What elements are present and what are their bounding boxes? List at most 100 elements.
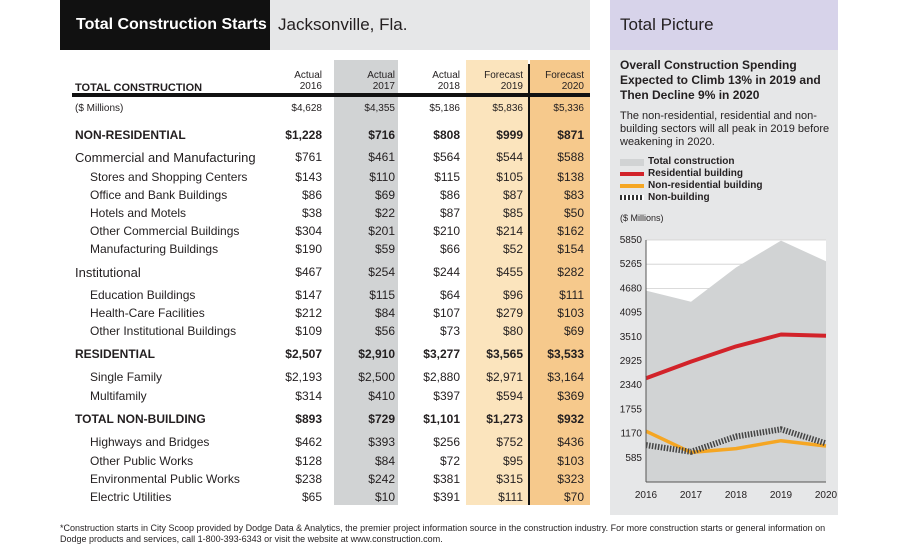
cell-value: $69	[374, 188, 395, 202]
cell-value: $761	[295, 150, 322, 164]
x-tick-label: 2016	[635, 490, 658, 501]
total-picture-panel: Total Picture Overall Construction Spend…	[610, 0, 838, 515]
table-row: Other Commercial Buildings $304 $201 $210 $2…	[60, 224, 590, 240]
cell-value: $279	[496, 306, 523, 320]
table-row: ($ Millions) $4,628 $4,355 $5,186 $5,836 $5,3…	[60, 103, 590, 119]
column-header-type: Actual	[367, 70, 395, 81]
cell-value: $254	[368, 265, 395, 279]
row-label: TOTAL NON-BUILDING	[75, 412, 206, 426]
cell-value: $5,336	[553, 103, 584, 114]
column-header-year: 2019	[500, 81, 523, 92]
y-tick-label: 2340	[620, 380, 643, 391]
city-name: Jacksonville, Fla.	[278, 15, 408, 34]
cell-value: $594	[496, 389, 523, 403]
cell-value: $65	[301, 490, 322, 504]
table-row: RESIDENTIAL $2,507 $2,910 $3,277 $3,565 $3,53…	[60, 347, 590, 363]
column-header-2020: Forecast 2020	[524, 70, 584, 92]
cell-value: $210	[433, 224, 460, 238]
cell-value: $381	[433, 472, 460, 486]
legend-swatch	[620, 195, 644, 200]
legend-swatch	[620, 172, 644, 176]
table-row: Other Public Works $128 $84 $72 $95 $103	[60, 454, 590, 470]
line-non-residential-building	[645, 429, 827, 455]
cell-value: $256	[433, 435, 460, 449]
table-row: TOTAL NON-BUILDING $893 $729 $1,101 $1,273 $9…	[60, 412, 590, 428]
cell-value: $50	[563, 206, 584, 220]
column-header-2019: Forecast 2019	[463, 70, 523, 92]
table-row: Other Institutional Buildings $109 $56 $73 $…	[60, 324, 590, 340]
table-row: Commercial and Manufacturing $761 $461 $564…	[60, 150, 590, 166]
table-title-bar: Total Construction Starts Jacksonville, …	[60, 0, 590, 50]
cell-value: $3,533	[547, 347, 584, 361]
cell-value: $84	[374, 306, 395, 320]
cell-value: $109	[295, 324, 322, 338]
row-label: Environmental Public Works	[90, 472, 240, 486]
cell-value: $66	[439, 242, 460, 256]
cell-value: $105	[496, 170, 523, 184]
cell-value: $455	[496, 265, 523, 279]
total-construction-header: TOTAL CONSTRUCTION	[75, 82, 203, 94]
cell-value: $84	[374, 454, 395, 468]
table-row: Electric Utilities $65 $10 $391 $111 $70	[60, 490, 590, 506]
row-label: Stores and Shopping Centers	[90, 170, 248, 184]
cell-value: $5,836	[492, 103, 523, 114]
cell-value: $212	[295, 306, 322, 320]
x-tick-label: 2019	[770, 490, 793, 501]
y-tick-label: 1755	[620, 404, 643, 415]
cell-value: $393	[368, 435, 395, 449]
line-residential-building	[645, 332, 827, 381]
legend-label: Residential building	[648, 168, 744, 179]
area-total-construction	[646, 240, 826, 482]
row-label: Office and Bank Buildings	[90, 188, 228, 202]
cell-value: $369	[557, 389, 584, 403]
column-header-type: Actual	[432, 70, 460, 81]
cell-value: $107	[433, 306, 460, 320]
cell-value: $410	[368, 389, 395, 403]
cell-value: $2,910	[358, 347, 395, 361]
cell-value: $147	[295, 288, 322, 302]
cell-value: $143	[295, 170, 322, 184]
row-label: Single Family	[90, 370, 163, 384]
cell-value: $588	[557, 150, 584, 164]
cell-value: $87	[439, 206, 460, 220]
cell-value: $397	[433, 389, 460, 403]
cell-value: $115	[369, 288, 395, 302]
cell-value: $4,355	[364, 103, 395, 114]
cell-value: $282	[557, 265, 584, 279]
footer-note: *Construction starts in City Scoop provi…	[60, 523, 826, 544]
y-tick-label: 3510	[620, 332, 643, 343]
cell-value: $893	[295, 412, 322, 426]
column-header-year: 2018	[437, 81, 460, 92]
table-row: NON-RESIDENTIAL $1,228 $716 $808 $999 $871	[60, 128, 590, 144]
row-label: NON-RESIDENTIAL	[75, 128, 186, 142]
cell-value: $3,164	[547, 370, 584, 384]
y-tick-label: 585	[625, 453, 642, 464]
cell-value: $999	[496, 128, 523, 142]
y-tick-label: 1170	[620, 429, 642, 440]
column-header-year: 2017	[372, 81, 395, 92]
cell-value: $85	[502, 206, 523, 220]
cell-value: $4,628	[291, 103, 322, 114]
column-2020-shade	[530, 60, 590, 505]
row-label: Hotels and Motels	[90, 206, 187, 220]
cell-value: $244	[433, 265, 460, 279]
table-row: Multifamily $314 $410 $397 $594 $369	[60, 389, 590, 405]
legend-swatch	[620, 159, 644, 166]
legend-swatch	[620, 184, 644, 188]
row-label: Highways and Bridges	[90, 435, 210, 449]
y-axis-label: ($ Millions)	[620, 213, 664, 223]
cell-value: $1,273	[486, 412, 523, 426]
row-label: Electric Utilities	[90, 490, 172, 504]
table-row: Manufacturing Buildings $190 $59 $66 $52 $154	[60, 242, 590, 258]
cell-value: $544	[496, 150, 523, 164]
row-label: Institutional	[75, 265, 141, 280]
header-rule	[72, 93, 590, 97]
cell-value: $808	[433, 128, 460, 142]
panel-header-text: Total Picture	[620, 15, 714, 34]
construction-table: Total Construction Starts Jacksonville, …	[60, 0, 590, 515]
cell-value: $2,193	[285, 370, 322, 384]
table-row: Office and Bank Buildings $86 $69 $86 $87 $83	[60, 188, 590, 204]
cell-value: $2,880	[423, 370, 460, 384]
cell-value: $5,186	[429, 103, 460, 114]
y-tick-label: 2925	[620, 356, 643, 367]
